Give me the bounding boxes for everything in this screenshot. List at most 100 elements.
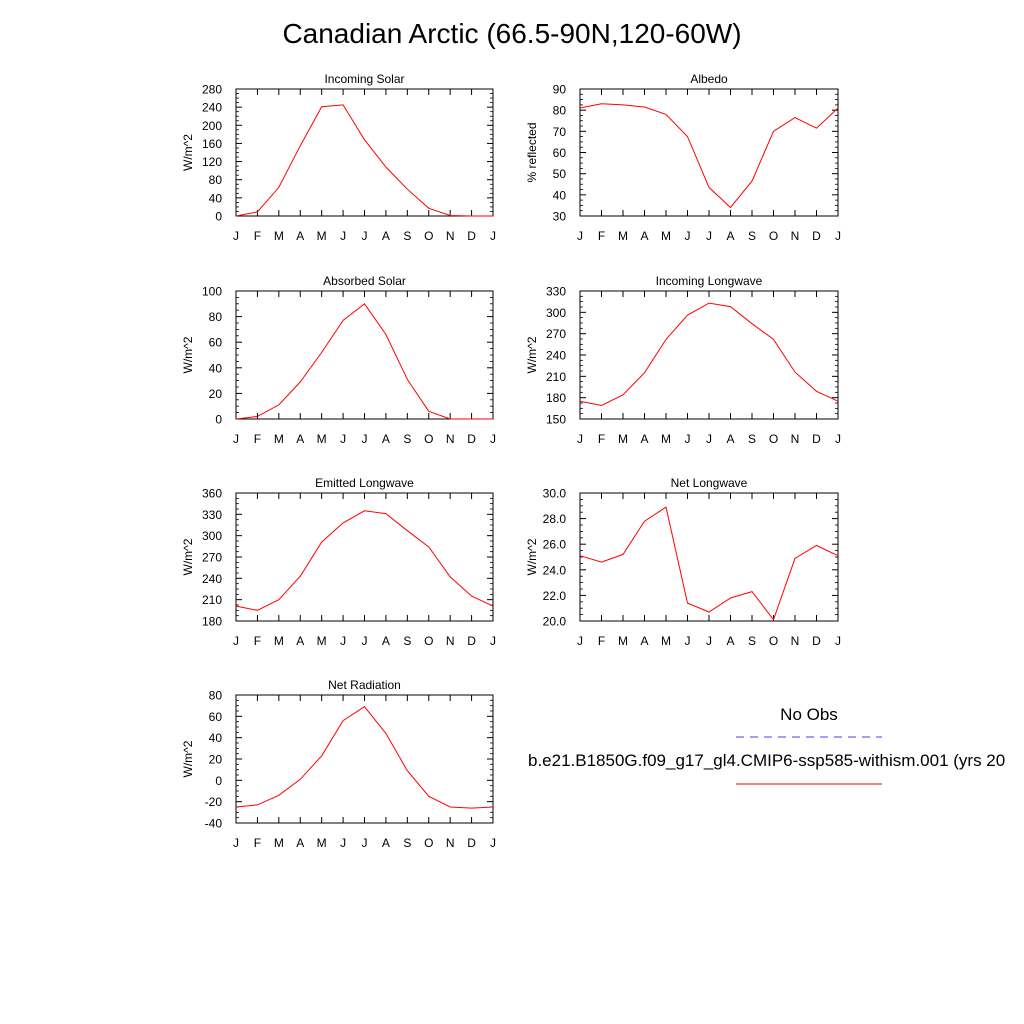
x-tick-label: J	[685, 432, 691, 446]
x-tick-label: M	[618, 634, 628, 648]
y-tick-label: 120	[202, 155, 222, 169]
x-tick-label: J	[233, 634, 239, 648]
y-tick-label: 30	[553, 210, 567, 224]
x-tick-label: D	[467, 432, 476, 446]
x-tick-label: M	[317, 432, 327, 446]
x-tick-label: M	[317, 836, 327, 850]
x-tick-label: A	[296, 634, 304, 648]
x-tick-label: D	[812, 432, 821, 446]
panel-title: Absorbed Solar	[323, 274, 406, 288]
x-tick-label: M	[661, 229, 671, 243]
x-tick-label: F	[598, 432, 605, 446]
y-tick-label: 20	[209, 753, 223, 767]
x-tick-label: N	[446, 229, 455, 243]
x-tick-label: S	[748, 634, 756, 648]
x-tick-label: M	[274, 634, 284, 648]
x-tick-label: A	[726, 229, 734, 243]
x-tick-label: S	[403, 229, 411, 243]
x-tick-label: J	[233, 229, 239, 243]
y-tick-label: 210	[202, 593, 222, 607]
y-tick-label: 20.0	[543, 615, 567, 629]
panel-title: Incoming Longwave	[656, 274, 763, 288]
legend-model-label: b.e21.B1850G.f09_g17_gl4.CMIP6-ssp585-wi…	[528, 751, 1006, 770]
y-tick-label: -20	[205, 795, 223, 809]
x-tick-label: J	[340, 836, 346, 850]
x-tick-label: M	[274, 432, 284, 446]
x-tick-label: D	[467, 836, 476, 850]
x-tick-label: J	[340, 634, 346, 648]
series-line	[579, 103, 839, 209]
y-tick-label: 270	[546, 327, 566, 341]
plot-frame	[579, 88, 839, 217]
x-tick-label: J	[340, 432, 346, 446]
y-tick-label: 330	[546, 285, 566, 299]
x-tick-label: F	[598, 634, 605, 648]
y-tick-label: 24.0	[543, 563, 567, 577]
y-tick-label: 300	[202, 529, 222, 543]
x-tick-label: O	[769, 432, 778, 446]
x-tick-label: M	[661, 432, 671, 446]
y-tick-label: 90	[553, 83, 567, 97]
x-tick-label: J	[233, 432, 239, 446]
x-tick-label: S	[748, 229, 756, 243]
x-tick-label: O	[424, 634, 433, 648]
y-tick-label: 26.0	[543, 538, 567, 552]
x-tick-label: S	[748, 432, 756, 446]
plot-frame	[235, 694, 494, 824]
panel-title: Albedo	[690, 72, 728, 86]
x-tick-label: J	[362, 229, 368, 243]
y-tick-label: 50	[553, 167, 567, 181]
series-line	[235, 303, 493, 420]
x-tick-label: N	[446, 836, 455, 850]
plot-frame	[235, 88, 494, 217]
y-tick-label: 280	[202, 83, 222, 97]
x-tick-label: A	[640, 432, 648, 446]
y-tick-label: 80	[209, 689, 223, 703]
x-tick-label: J	[362, 432, 368, 446]
y-tick-label: 20	[209, 387, 223, 401]
x-tick-label: J	[706, 229, 712, 243]
x-tick-label: F	[254, 432, 261, 446]
y-tick-label: 80	[209, 310, 223, 324]
x-tick-label: O	[769, 229, 778, 243]
y-axis-label: W/m^2	[181, 538, 195, 575]
x-tick-label: F	[254, 634, 261, 648]
x-tick-label: N	[791, 229, 800, 243]
x-tick-label: A	[640, 229, 648, 243]
figure-title: Canadian Arctic (66.5-90N,120-60W)	[282, 18, 742, 49]
y-tick-label: 300	[546, 306, 566, 320]
y-tick-label: 210	[546, 370, 566, 384]
x-tick-label: J	[685, 229, 691, 243]
x-tick-label: J	[362, 836, 368, 850]
x-tick-label: O	[424, 432, 433, 446]
x-tick-label: D	[467, 229, 476, 243]
series-line	[235, 706, 494, 809]
y-axis-label: W/m^2	[181, 134, 195, 171]
y-axis-label: W/m^2	[525, 336, 539, 373]
x-tick-label: J	[340, 229, 346, 243]
x-tick-label: M	[317, 634, 327, 648]
x-tick-label: N	[791, 634, 800, 648]
y-tick-label: 240	[546, 349, 566, 363]
x-tick-label: J	[233, 836, 239, 850]
y-tick-label: 100	[202, 285, 222, 299]
x-tick-label: J	[835, 634, 841, 648]
x-tick-label: M	[317, 229, 327, 243]
y-tick-label: 80	[209, 173, 223, 187]
x-tick-label: A	[296, 836, 304, 850]
x-tick-label: A	[382, 229, 390, 243]
y-tick-label: 360	[202, 487, 222, 501]
x-tick-label: F	[254, 229, 261, 243]
x-tick-label: N	[791, 432, 800, 446]
y-tick-label: 270	[202, 551, 222, 565]
x-tick-label: J	[577, 432, 583, 446]
panel-title: Net Longwave	[671, 476, 748, 490]
x-tick-label: J	[490, 634, 496, 648]
